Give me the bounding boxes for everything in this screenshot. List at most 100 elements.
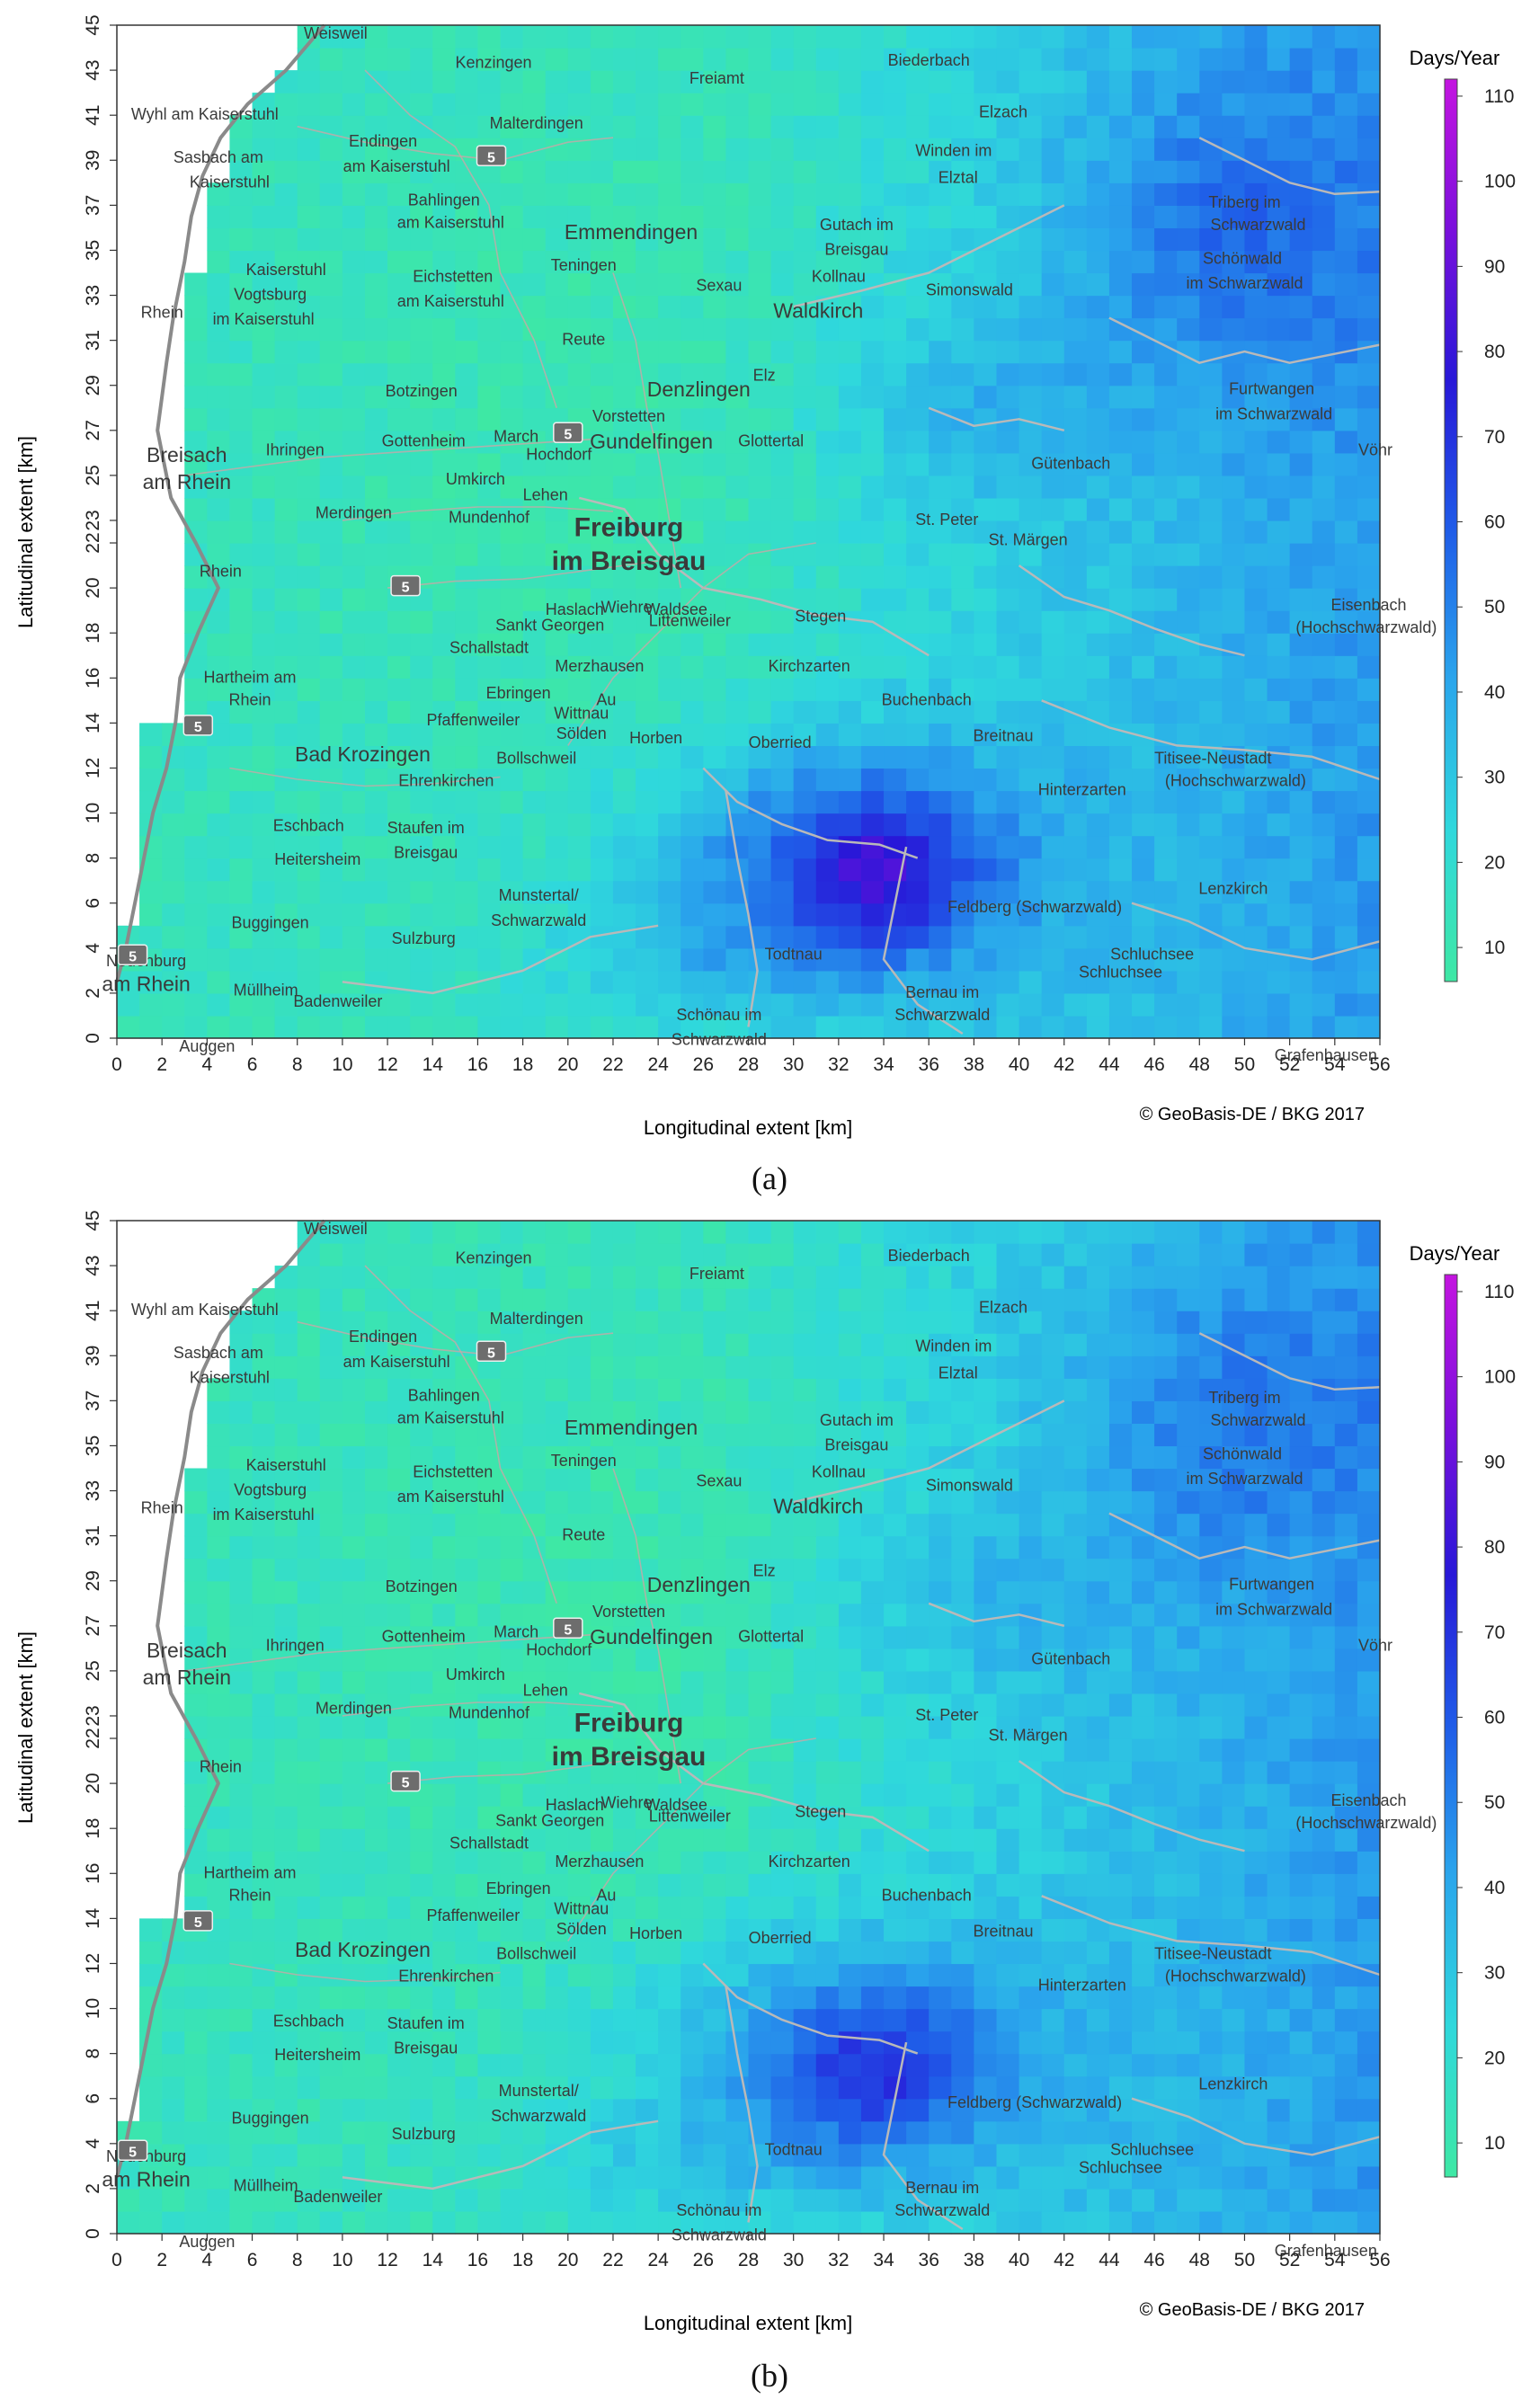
heatmap-cell: [342, 1558, 366, 1582]
heatmap-cell: [522, 813, 547, 837]
heatmap-cell: [725, 1873, 750, 1897]
heatmap-cell: [1086, 295, 1110, 319]
heatmap-cell: [252, 835, 276, 859]
heatmap-cell: [793, 1400, 817, 1424]
heatmap-cell: [364, 992, 388, 1017]
heatmap-cell: [207, 2053, 231, 2077]
place-label: Buggingen: [232, 913, 309, 931]
heatmap-cell: [612, 93, 636, 116]
heatmap-cell: [725, 205, 750, 228]
heatmap-cell: [455, 902, 479, 927]
heatmap-cell: [1199, 2008, 1223, 2032]
x-tick-label: 2: [156, 1054, 167, 1075]
road-line: [364, 69, 557, 409]
heatmap-cell: [884, 227, 907, 252]
heatmap-cell: [1019, 1715, 1043, 1739]
heatmap-cell: [184, 385, 208, 409]
heatmap-cell: [229, 1783, 254, 1807]
heatmap-cell: [793, 2143, 817, 2167]
heatmap-cell: [636, 1670, 659, 1694]
heatmap-cell: [770, 138, 795, 161]
heatmap-cell: [703, 475, 727, 499]
heatmap-cell: [951, 317, 974, 342]
river-line: [1108, 316, 1381, 364]
heatmap-cell: [342, 813, 366, 837]
heatmap-cell: [748, 970, 772, 994]
heatmap-cell: [387, 633, 411, 656]
heatmap-cell: [319, 610, 343, 634]
heatmap-cell: [252, 857, 276, 882]
heatmap-cell: [500, 1738, 524, 1762]
heatmap-cell: [1108, 970, 1133, 994]
heatmap-cell: [1267, 880, 1291, 904]
heatmap-cell: [1357, 723, 1381, 747]
heatmap-cell: [1289, 1918, 1313, 1942]
heatmap-cell: [1267, 1941, 1291, 1965]
heatmap-cell: [567, 2075, 592, 2100]
heatmap-cell: [477, 227, 502, 252]
heatmap-cell: [229, 272, 254, 297]
heatmap-cell: [455, 813, 479, 837]
heatmap-cell: [929, 1400, 952, 1424]
heatmap-cell: [1019, 1896, 1043, 1919]
heatmap-cell: [1199, 1693, 1223, 1717]
heatmap-cell: [1041, 1288, 1065, 1311]
heatmap-cell: [1154, 655, 1178, 679]
heatmap-cell: [207, 1603, 231, 1627]
heatmap-cell: [274, 520, 298, 544]
heatmap-cell: [1154, 768, 1178, 792]
heatmap-cell: [500, 1941, 524, 1965]
heatmap-cell: [1334, 1625, 1358, 1649]
heatmap-cell: [207, 295, 231, 319]
heatmap-cell: [725, 1015, 750, 1039]
place-label: Kenzingen: [455, 54, 531, 72]
heatmap-cell: [996, 970, 1020, 994]
heatmap-cell: [1132, 700, 1155, 724]
heatmap-cell: [906, 1715, 930, 1739]
heatmap-cell: [1086, 250, 1110, 274]
heatmap-cell: [522, 497, 547, 521]
legend-tick-label: 10: [1484, 937, 1505, 958]
place-label: Kirchzarten: [769, 657, 850, 675]
heatmap-cell: [1086, 1015, 1110, 1039]
heatmap-cell: [410, 1400, 433, 1424]
heatmap-cell: [1063, 1693, 1088, 1717]
heatmap-cell: [1108, 1873, 1133, 1897]
place-label: Eichstetten: [413, 268, 493, 286]
heatmap-cell: [1154, 947, 1178, 972]
heatmap-cell: [590, 970, 614, 994]
river-line: [115, 23, 326, 982]
heatmap-cell: [1108, 1015, 1133, 1039]
heatmap-cell: [1357, 93, 1381, 116]
heatmap-cell: [815, 1580, 840, 1604]
heatmap-cell: [838, 2165, 862, 2190]
heatmap-cell: [1132, 1355, 1155, 1379]
heatmap-cell: [838, 857, 862, 882]
heatmap-cell: [432, 2008, 456, 2032]
heatmap-cell: [681, 1873, 704, 1897]
heatmap-cell: [815, 633, 840, 656]
heatmap-cell: [725, 182, 750, 206]
heatmap-cell: [1199, 1015, 1223, 1039]
heatmap-cell: [681, 227, 704, 252]
heatmap-cell: [1357, 565, 1381, 589]
heatmap-cell: [815, 700, 840, 724]
heatmap-cell: [590, 475, 614, 499]
x-tick-label: 32: [828, 1054, 849, 1075]
heatmap-cell: [522, 1828, 547, 1852]
heatmap-cell: [1222, 880, 1246, 904]
heatmap-cell: [1357, 678, 1381, 701]
heatmap-cell: [455, 317, 479, 342]
heatmap-cell: [274, 1423, 298, 1447]
heatmap-cell: [748, 1625, 772, 1649]
heatmap-cell: [770, 790, 795, 814]
heatmap-cell: [410, 1828, 433, 1852]
heatmap-cell: [815, 2165, 840, 2190]
heatmap-cell: [274, 2008, 298, 2032]
place-label: Emmendingen: [565, 220, 698, 244]
heatmap-cell: [1063, 1828, 1088, 1852]
heatmap-cell: [1222, 1603, 1246, 1627]
heatmap-cell: [906, 2120, 930, 2145]
heatmap-cell: [725, 1963, 750, 1987]
heatmap-cell: [793, 992, 817, 1017]
